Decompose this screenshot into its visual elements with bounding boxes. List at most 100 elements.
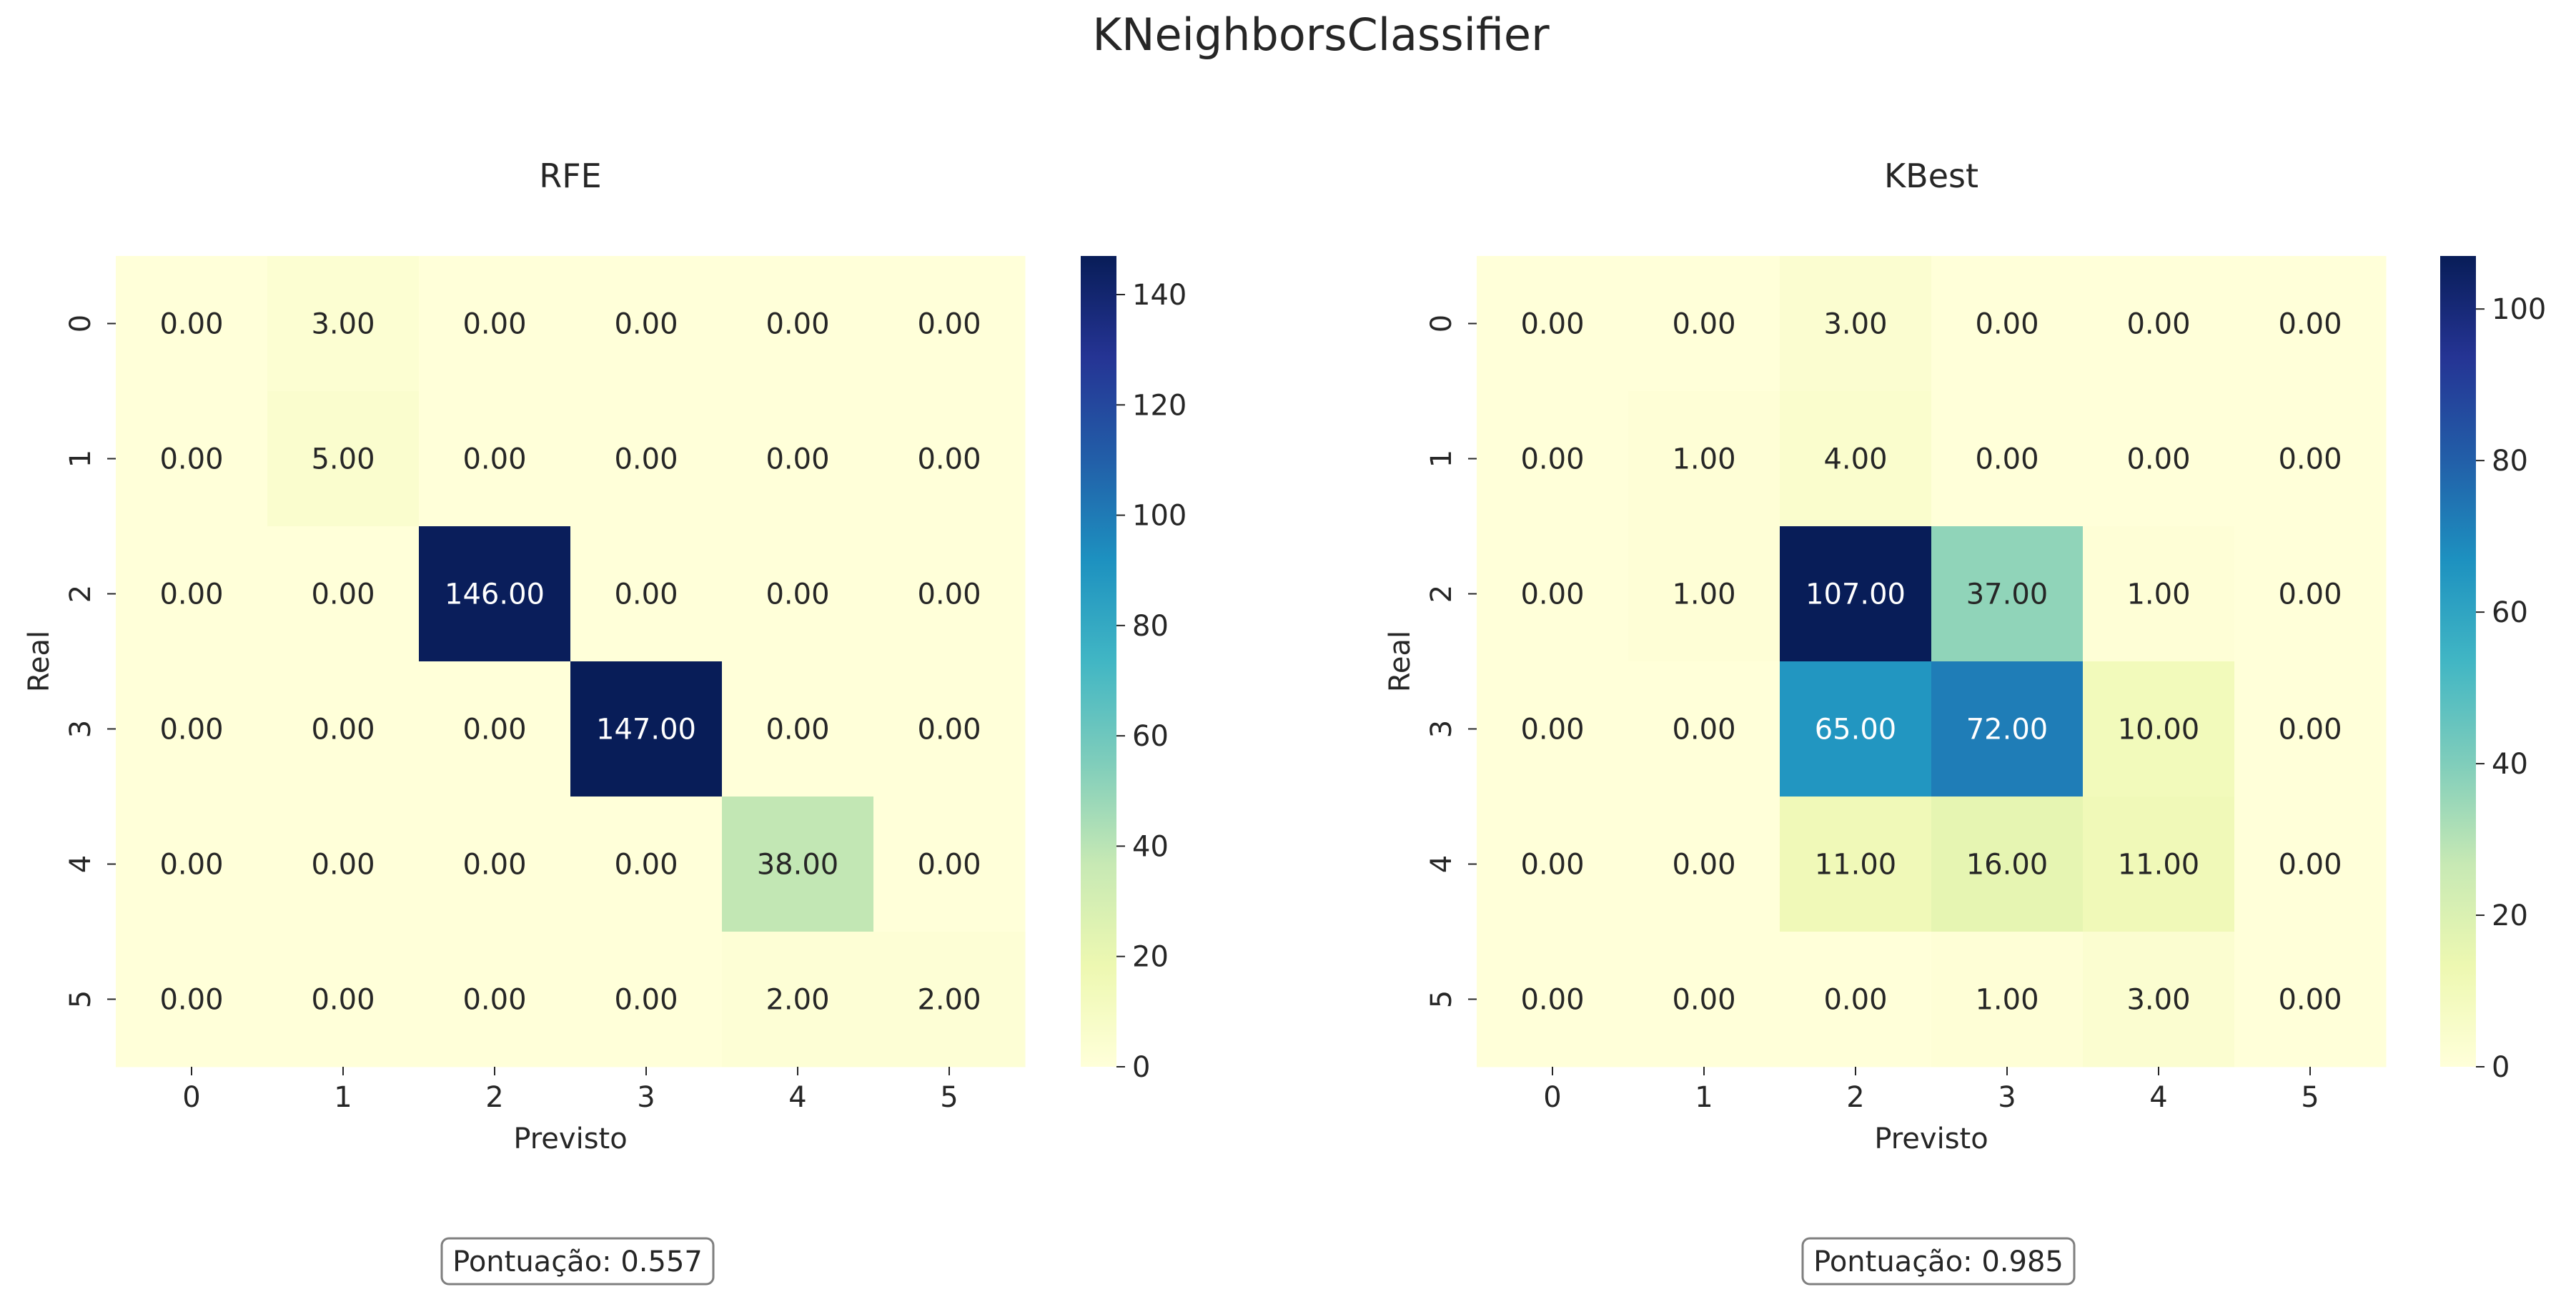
cell-annotation: 0.00 xyxy=(159,849,223,882)
cell-annotation: 2.00 xyxy=(917,984,981,1017)
score-box xyxy=(1801,1237,2076,1286)
cell-annotation: 0.00 xyxy=(1520,308,1584,341)
cell-annotation: 0.00 xyxy=(917,578,981,611)
cell-annotation: 0.00 xyxy=(766,443,829,476)
x-tick-label: 0 xyxy=(182,1081,200,1114)
cell-annotation: 0.00 xyxy=(766,714,829,746)
cell-annotation: 0.00 xyxy=(462,714,526,746)
heatmap-cell xyxy=(2083,526,2235,662)
heatmap-cell xyxy=(419,797,571,932)
heatmap-cell xyxy=(116,256,268,392)
cell-annotation: 0.00 xyxy=(614,578,678,611)
y-tick-label: 0 xyxy=(64,315,97,332)
cell-annotation: 0.00 xyxy=(2126,443,2190,476)
heatmap-cell xyxy=(1931,526,2084,662)
heatmap-cell xyxy=(873,391,1026,527)
cell-annotation: 0.00 xyxy=(2278,443,2342,476)
cell-annotation: 0.00 xyxy=(1975,308,2038,341)
heatmap-cell xyxy=(570,797,723,932)
heatmap-cell xyxy=(116,526,268,662)
cell-annotation: 1.00 xyxy=(1975,984,2038,1017)
heatmap-cell xyxy=(1780,797,1932,932)
heatmap-panel-kbest: KBest 0.00 0.00 3.00 0.00 0.00 0.00 0.00 1.00 4.0… xyxy=(1384,157,2546,1286)
cell-annotation: 0.00 xyxy=(917,714,981,746)
colorbar-tick-label: 60 xyxy=(1132,720,1169,753)
x-axis-label: Previsto xyxy=(513,1123,627,1155)
cell-annotation: 0.00 xyxy=(2278,308,2342,341)
heatmap-cell xyxy=(2234,256,2387,392)
cell-annotation: 0.00 xyxy=(766,578,829,611)
cell-annotation: 0.00 xyxy=(2278,578,2342,611)
cell-annotation: 11.00 xyxy=(1815,849,1897,882)
y-axis-label: Real xyxy=(23,631,56,692)
cell-annotation: 0.00 xyxy=(1520,578,1584,611)
heatmap-cell xyxy=(570,256,723,392)
heatmap-cell xyxy=(1931,661,2084,797)
cell-annotation: 0.00 xyxy=(917,849,981,882)
cell-annotation: 16.00 xyxy=(1966,849,2049,882)
cell-annotation: 65.00 xyxy=(1815,714,1897,746)
cell-annotation: 0.00 xyxy=(311,849,375,882)
cell-annotation: 0.00 xyxy=(1672,849,1735,882)
colorbar-tick-label: 20 xyxy=(2492,899,2528,932)
heatmap-cell xyxy=(1628,932,1780,1067)
x-tick-label: 1 xyxy=(334,1081,352,1114)
cell-annotation: 147.00 xyxy=(596,714,696,746)
x-tick-label: 2 xyxy=(485,1081,503,1114)
heatmap-cell xyxy=(1931,256,2084,392)
cell-annotation: 0.00 xyxy=(2278,984,2342,1017)
cell-annotation: 0.00 xyxy=(1672,714,1735,746)
heatmap-cell xyxy=(2083,932,2235,1067)
colorbar-tick-label: 140 xyxy=(1132,279,1187,312)
figure-title: KNeighborsClassifier xyxy=(1092,9,1550,61)
heatmap-cell xyxy=(873,932,1026,1067)
score-box xyxy=(440,1237,715,1286)
cell-annotation: 5.00 xyxy=(311,443,375,476)
heatmap-cell xyxy=(419,661,571,797)
x-tick-label: 1 xyxy=(1695,1081,1713,1114)
cell-annotation: 0.00 xyxy=(311,984,375,1017)
y-tick-label: 3 xyxy=(64,720,97,738)
colorbar-tick-label: 0 xyxy=(1132,1051,1150,1084)
heatmap-cell xyxy=(722,797,874,932)
heatmap-cell xyxy=(1628,797,1780,932)
cell-annotation: 3.00 xyxy=(311,308,375,341)
heatmap-cell xyxy=(1477,256,1629,392)
colorbar-tick-label: 20 xyxy=(1132,941,1169,974)
heatmap-cell xyxy=(2234,661,2387,797)
cell-annotation: 0.00 xyxy=(766,308,829,341)
cell-annotation: 38.00 xyxy=(757,849,839,882)
heatmap-cell xyxy=(267,526,420,662)
heatmap-cell xyxy=(1477,797,1629,932)
cell-annotation: 11.00 xyxy=(2118,849,2200,882)
cell-annotation: 2.00 xyxy=(766,984,829,1017)
y-tick-label: 1 xyxy=(64,450,97,468)
heatmap-cell xyxy=(873,797,1026,932)
heatmap-cell xyxy=(116,932,268,1067)
y-tick-label: 4 xyxy=(1425,855,1458,873)
x-tick-label: 3 xyxy=(637,1081,655,1114)
panel-title: RFE xyxy=(539,157,602,195)
y-tick-label: 4 xyxy=(64,855,97,873)
score-label: Pontuação: 0.985 xyxy=(1813,1246,2064,1278)
heatmap-cell xyxy=(1931,391,2084,527)
heatmap-cell xyxy=(267,256,420,392)
heatmap-cell xyxy=(116,661,268,797)
cell-annotation: 0.00 xyxy=(159,984,223,1017)
cell-annotation: 0.00 xyxy=(1520,984,1584,1017)
heatmap-cell xyxy=(419,391,571,527)
cell-annotation: 37.00 xyxy=(1966,578,2049,611)
heatmap-cell xyxy=(1780,391,1932,527)
x-tick-label: 2 xyxy=(1846,1081,1864,1114)
heatmap-cell xyxy=(1628,391,1780,527)
cell-annotation: 0.00 xyxy=(917,443,981,476)
heatmap-cell xyxy=(722,391,874,527)
x-tick-label: 4 xyxy=(2149,1081,2167,1114)
colorbar-tick-label: 100 xyxy=(2492,293,2546,326)
heatmap-cell xyxy=(1477,391,1629,527)
cell-annotation: 107.00 xyxy=(1805,578,1906,611)
cell-annotation: 10.00 xyxy=(2118,714,2200,746)
cell-annotation: 0.00 xyxy=(1520,849,1584,882)
cell-annotation: 0.00 xyxy=(159,714,223,746)
colorbar-tick-label: 80 xyxy=(1132,610,1169,643)
